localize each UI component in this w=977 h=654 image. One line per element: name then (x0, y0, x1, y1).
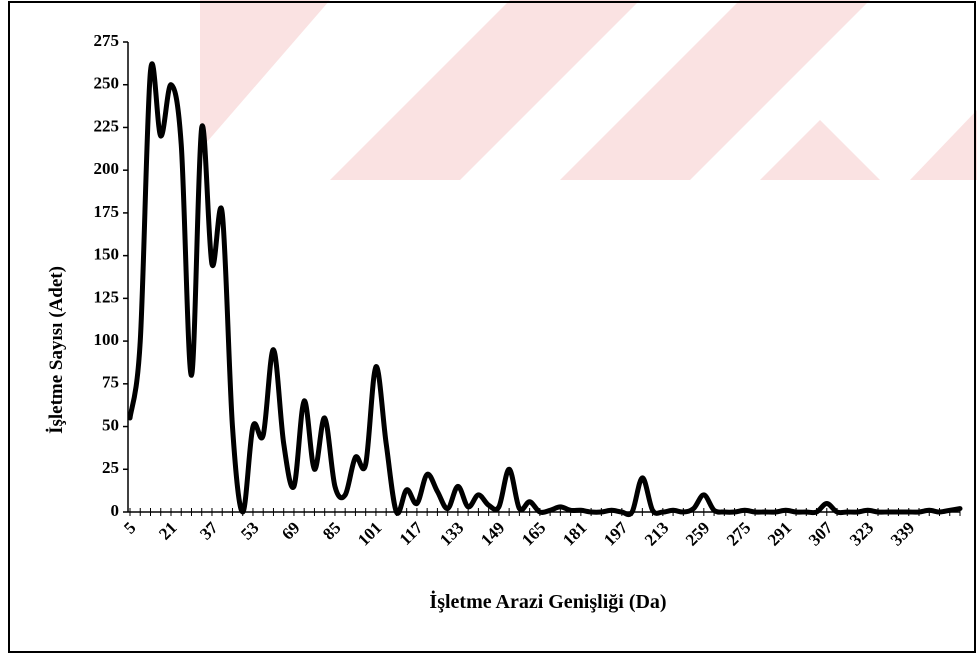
line (127, 61, 963, 518)
x-tick-label: 307 (805, 518, 837, 550)
x-tick-label: 133 (436, 518, 467, 549)
x-tick-label: 21 (155, 518, 180, 543)
y-tick-label: 0 (111, 501, 120, 520)
y-tick-label: 25 (102, 458, 119, 477)
x-tick-label: 275 (723, 518, 754, 549)
y-tick-label: 175 (94, 202, 120, 221)
x-tick-label: 37 (196, 518, 222, 544)
x-tick-label: 259 (682, 518, 713, 549)
x-tick-label: 165 (518, 518, 549, 549)
x-tick-label: 53 (237, 518, 262, 543)
y-tick-label: 50 (102, 415, 119, 434)
y-tick-label: 225 (94, 116, 120, 135)
x-tick-label: 5 (120, 518, 139, 537)
x-tick-label: 69 (278, 518, 303, 543)
x-tick-label: 323 (846, 518, 877, 549)
x-axis-label: İşletme Arazi Genişliği (Da) (429, 589, 666, 613)
y-tick-label: 150 (94, 245, 120, 264)
y-tick-label: 250 (94, 74, 120, 93)
x-tick-label: 85 (319, 518, 344, 543)
x-tick-label: 181 (559, 518, 590, 549)
x-tick-label: 213 (641, 518, 672, 549)
y-tick-label: 100 (94, 330, 120, 349)
y-tick-label: 125 (94, 287, 120, 306)
y-tick-label: 75 (102, 373, 119, 392)
y-axis-label: İşletme Sayısı (Adet) (46, 266, 67, 434)
y-tick-label: 200 (94, 159, 120, 178)
x-tick-label: 291 (764, 518, 795, 549)
x-tick-label: 339 (887, 518, 918, 549)
x-tick-label: 117 (396, 518, 427, 549)
x-tick-label: 197 (600, 518, 632, 550)
watermark (200, 0, 977, 180)
frame (8, 1, 976, 653)
x-tick-label: 101 (354, 518, 385, 549)
x-tick-label: 149 (477, 518, 508, 549)
y-tick-label: 275 (94, 31, 120, 50)
